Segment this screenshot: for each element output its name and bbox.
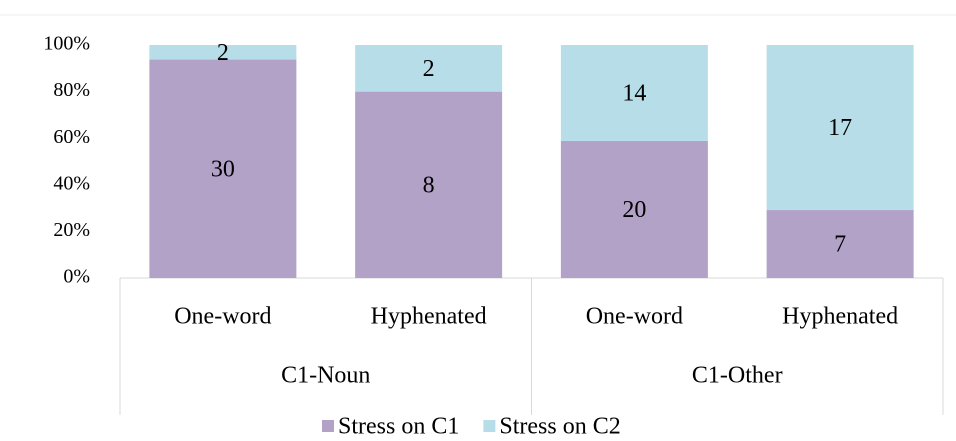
data-label: 2 — [423, 56, 435, 82]
bar-segment — [766, 210, 914, 278]
legend-label: Stress on C2 — [499, 414, 620, 440]
data-label: 8 — [423, 172, 435, 198]
x-tick-label: One-word — [174, 304, 271, 330]
bar-segment — [149, 59, 297, 278]
bar-segment — [560, 140, 708, 278]
y-tick-label: 80% — [53, 79, 90, 101]
bar-segment — [766, 45, 914, 211]
x-tick-label: Hyphenated — [782, 304, 898, 330]
data-label: 14 — [622, 80, 646, 106]
bar-segment — [149, 45, 297, 60]
legend-label: Stress on C1 — [338, 414, 459, 440]
group-label: C1-Other — [692, 363, 783, 389]
y-tick-label: 100% — [43, 33, 90, 55]
group-label: C1-Noun — [281, 363, 370, 389]
bar-segment — [355, 45, 503, 92]
data-label: 20 — [622, 197, 646, 223]
bar-segment — [355, 91, 503, 278]
data-label: 7 — [834, 232, 846, 258]
bar-segment — [560, 45, 708, 141]
y-tick-label: 60% — [53, 126, 90, 148]
legend-swatch — [322, 420, 334, 432]
x-tick-label: Hyphenated — [371, 304, 487, 330]
x-tick-label: One-word — [586, 304, 683, 330]
y-tick-label: 20% — [53, 219, 90, 241]
legend-swatch — [483, 420, 496, 432]
data-label: 17 — [828, 115, 852, 141]
y-tick-label: 0% — [63, 266, 90, 288]
y-tick-label: 40% — [53, 172, 90, 194]
data-label: 30 — [211, 156, 235, 182]
data-label: 2 — [217, 40, 229, 66]
